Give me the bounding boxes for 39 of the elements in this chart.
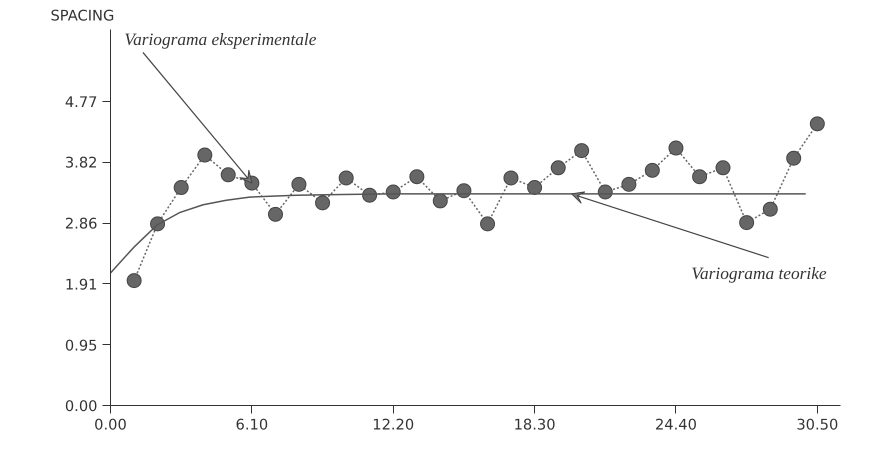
point	[268, 206, 284, 222]
y-tick-label: 4.77	[64, 94, 98, 112]
point	[315, 195, 330, 210]
x-tick-label: 18.30	[514, 416, 556, 434]
point	[197, 148, 212, 163]
point	[810, 116, 825, 132]
y-tick-label: 1.91	[64, 276, 98, 294]
point	[762, 202, 778, 217]
annotation: Variograma teorike	[691, 264, 827, 284]
point	[480, 216, 496, 232]
annotation: Variograma eksperimentale	[124, 30, 317, 50]
point	[291, 176, 306, 192]
x-tick-label: 30.50	[796, 416, 838, 434]
point	[668, 140, 684, 156]
x-tick-label: 24.40	[654, 416, 697, 434]
x-tick-label: 6.10	[236, 416, 268, 434]
point	[786, 150, 802, 166]
point	[739, 215, 754, 230]
point	[550, 160, 566, 176]
x-tick-label: 12.20	[372, 416, 414, 434]
point	[338, 170, 354, 186]
point	[644, 162, 660, 178]
point	[621, 176, 636, 192]
x-tick-label: 0.00	[94, 416, 127, 434]
y-tick-label: 3.82	[64, 154, 98, 172]
point	[503, 170, 518, 186]
point	[692, 169, 708, 184]
point	[174, 180, 189, 196]
y-tick-label: 0.95	[64, 337, 98, 354]
point	[126, 273, 142, 288]
point	[527, 180, 542, 196]
point	[716, 160, 731, 176]
y-tick-label: 0.00	[64, 398, 98, 415]
y-axis-title: SPACING	[50, 8, 114, 24]
point	[432, 193, 448, 208]
point	[220, 167, 236, 182]
point	[409, 169, 424, 184]
point	[574, 143, 590, 158]
y-tick-label: 2.86	[64, 216, 98, 233]
